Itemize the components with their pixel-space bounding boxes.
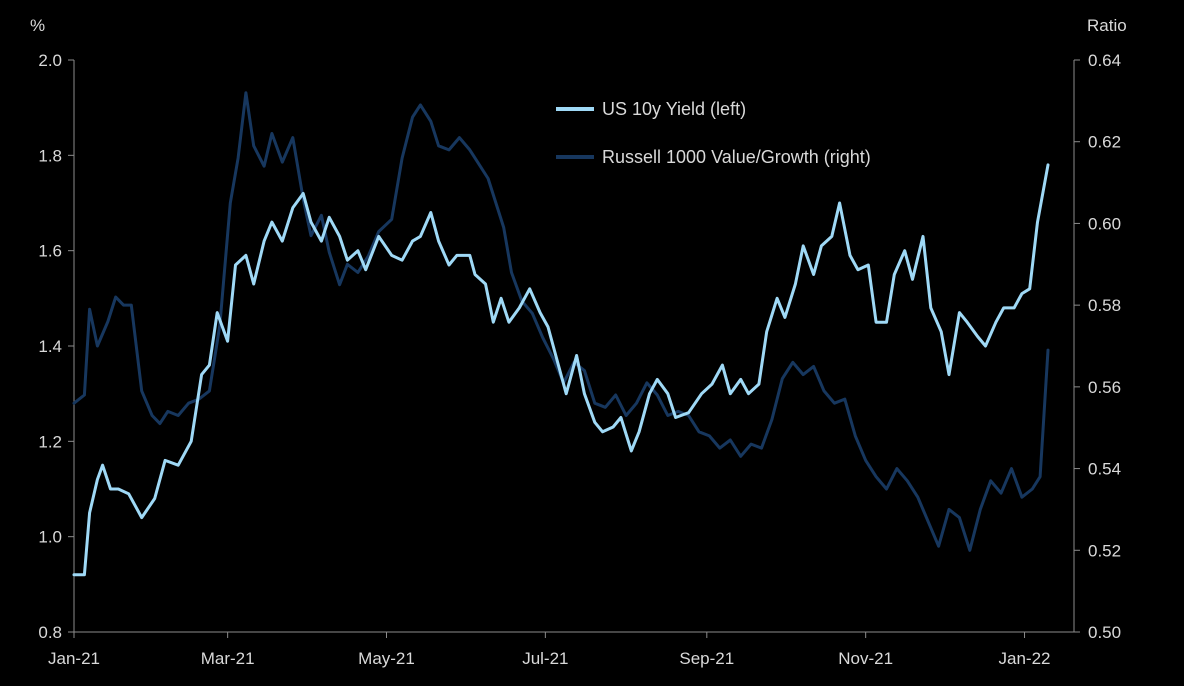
right-tick-label: 0.50 xyxy=(1088,623,1121,642)
russell-value-growth-line xyxy=(72,91,1050,552)
right-tick-label: 0.62 xyxy=(1088,133,1121,152)
series-lines xyxy=(72,91,1050,577)
x-tick-label: Jul-21 xyxy=(522,649,568,668)
left-tick-label: 1.8 xyxy=(38,146,62,165)
right-axis: 0.50 0.52 0.54 0.56 0.58 0.60 0.62 0.64 xyxy=(1073,51,1121,642)
x-tick-label: Mar-21 xyxy=(201,649,255,668)
x-tick-label: Jan-22 xyxy=(999,649,1051,668)
left-tick-label: 1.4 xyxy=(38,337,62,356)
left-axis-title: % xyxy=(30,16,45,35)
us-10y-yield-line xyxy=(72,163,1050,577)
x-tick-label: Jan-21 xyxy=(48,649,100,668)
legend-label-us-10y-yield: US 10y Yield (left) xyxy=(602,99,746,119)
right-tick-label: 0.58 xyxy=(1088,296,1121,315)
x-tick-label: Sep-21 xyxy=(679,649,734,668)
right-tick-label: 0.52 xyxy=(1088,541,1121,560)
left-axis: 0.8 1.0 1.2 1.4 1.6 1.8 2.0 xyxy=(38,51,75,642)
left-tick-label: 0.8 xyxy=(38,623,62,642)
x-tick-label: Nov-21 xyxy=(838,649,893,668)
left-tick-label: 2.0 xyxy=(38,51,62,70)
x-tick-label: May-21 xyxy=(358,649,415,668)
left-tick-label: 1.0 xyxy=(38,528,62,547)
right-tick-label: 0.60 xyxy=(1088,214,1121,233)
legend: US 10y Yield (left) Russell 1000 Value/G… xyxy=(556,99,871,167)
left-tick-label: 1.6 xyxy=(38,242,62,261)
right-tick-label: 0.64 xyxy=(1088,51,1121,70)
right-axis-title: Ratio xyxy=(1087,16,1127,35)
left-tick-label: 1.2 xyxy=(38,432,62,451)
legend-label-russell-value-growth: Russell 1000 Value/Growth (right) xyxy=(602,147,871,167)
right-tick-label: 0.56 xyxy=(1088,378,1121,397)
x-axis: Jan-21 Mar-21 May-21 Jul-21 Sep-21 Nov-21 Jan-… xyxy=(48,631,1074,668)
right-tick-label: 0.54 xyxy=(1088,460,1121,479)
